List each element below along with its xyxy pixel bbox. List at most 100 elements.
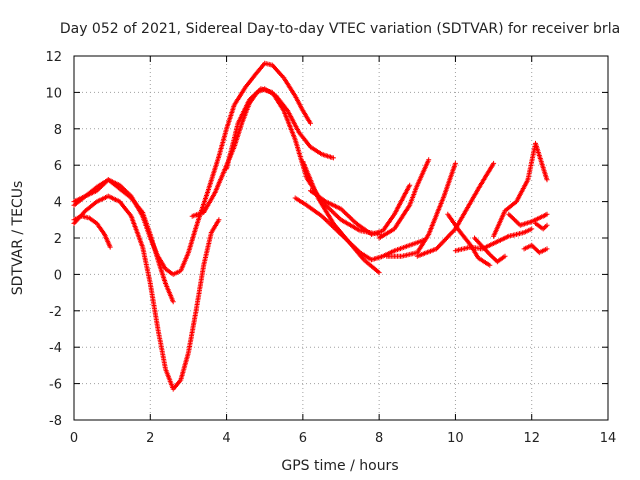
data-point bbox=[201, 262, 207, 268]
data-point bbox=[414, 182, 420, 188]
series-trace bbox=[473, 236, 507, 264]
data-point bbox=[292, 137, 298, 143]
x-tick-label: 4 bbox=[222, 431, 230, 446]
series-track-4 bbox=[71, 193, 222, 392]
series-track-2 bbox=[71, 177, 176, 305]
data-point bbox=[468, 244, 474, 250]
data-point bbox=[208, 230, 214, 235]
data-point bbox=[94, 199, 100, 205]
data-point bbox=[445, 211, 451, 217]
data-point bbox=[281, 75, 287, 81]
series-track-19 bbox=[533, 220, 550, 232]
data-point bbox=[262, 60, 268, 66]
data-point bbox=[323, 199, 329, 205]
data-point bbox=[86, 215, 92, 221]
data-point bbox=[201, 210, 207, 215]
series-track-5 bbox=[189, 86, 336, 219]
data-marks bbox=[71, 60, 550, 392]
data-point bbox=[506, 211, 512, 217]
series-trace bbox=[523, 243, 548, 255]
data-point bbox=[433, 246, 439, 252]
data-point bbox=[155, 326, 161, 332]
data-point bbox=[216, 217, 222, 223]
data-point bbox=[426, 157, 432, 163]
y-tick-label: 6 bbox=[54, 159, 62, 174]
data-point bbox=[117, 199, 123, 205]
x-tick-label: 14 bbox=[600, 431, 617, 446]
data-point bbox=[361, 257, 367, 263]
data-point bbox=[319, 151, 325, 157]
data-point bbox=[147, 281, 153, 286]
data-point bbox=[456, 228, 462, 234]
x-tick-label: 8 bbox=[375, 431, 383, 446]
data-point bbox=[391, 248, 397, 254]
data-point bbox=[536, 250, 542, 256]
series-trace bbox=[446, 213, 491, 267]
data-point bbox=[128, 213, 134, 219]
y-tick-label: 10 bbox=[45, 86, 62, 101]
data-point bbox=[502, 253, 508, 259]
data-point bbox=[521, 246, 527, 252]
data-point bbox=[71, 199, 77, 205]
data-point bbox=[491, 241, 497, 246]
data-point bbox=[254, 69, 260, 75]
data-point bbox=[380, 228, 386, 234]
x-tick-label: 12 bbox=[523, 431, 540, 446]
data-point bbox=[216, 153, 222, 159]
series-track-15 bbox=[472, 235, 508, 265]
data-point bbox=[346, 239, 352, 245]
data-point bbox=[521, 230, 527, 235]
data-point bbox=[163, 266, 168, 272]
data-point bbox=[102, 231, 107, 237]
data-point bbox=[452, 248, 458, 254]
data-point bbox=[357, 228, 363, 234]
data-point bbox=[212, 190, 218, 195]
data-point bbox=[369, 231, 374, 237]
y-axis: -8 -6 -4 -2 0 2 4 6 8 10 12 bbox=[45, 50, 608, 429]
data-point bbox=[94, 220, 100, 226]
data-point bbox=[376, 235, 382, 241]
data-point bbox=[300, 159, 306, 165]
data-point bbox=[376, 270, 382, 276]
data-point bbox=[243, 84, 249, 90]
data-point bbox=[269, 89, 275, 95]
data-point bbox=[330, 155, 336, 161]
data-point bbox=[170, 271, 176, 277]
series-track-11 bbox=[384, 160, 458, 259]
data-point bbox=[544, 246, 550, 252]
data-point bbox=[338, 217, 344, 223]
series-trace bbox=[507, 212, 549, 228]
data-point bbox=[452, 160, 458, 166]
data-point bbox=[308, 188, 313, 194]
series-track-17 bbox=[506, 211, 550, 228]
series-trace bbox=[534, 221, 549, 231]
data-point bbox=[163, 281, 168, 286]
y-axis-label: SDTVAR / TECUs bbox=[10, 181, 26, 296]
data-point bbox=[163, 366, 168, 372]
data-point bbox=[296, 129, 302, 135]
data-point bbox=[338, 206, 344, 212]
data-point bbox=[487, 251, 493, 257]
data-point bbox=[487, 262, 493, 268]
data-point bbox=[304, 202, 310, 208]
data-point bbox=[414, 253, 420, 259]
data-point bbox=[544, 222, 550, 228]
data-point bbox=[107, 244, 113, 250]
data-point bbox=[529, 219, 535, 225]
data-point bbox=[517, 222, 523, 228]
data-point bbox=[529, 226, 535, 232]
x-axis: 0 2 4 6 8 10 12 14 bbox=[70, 56, 616, 446]
data-point bbox=[506, 233, 512, 239]
data-point bbox=[292, 93, 298, 99]
x-tick-label: 0 bbox=[70, 431, 78, 446]
data-point bbox=[308, 120, 313, 126]
y-tick-label: -4 bbox=[49, 341, 62, 356]
data-point bbox=[128, 195, 134, 201]
data-point bbox=[71, 220, 77, 226]
data-point bbox=[330, 220, 336, 226]
data-point bbox=[308, 144, 313, 150]
series-track-10 bbox=[376, 157, 432, 241]
data-point bbox=[353, 220, 359, 226]
data-point bbox=[205, 190, 210, 195]
